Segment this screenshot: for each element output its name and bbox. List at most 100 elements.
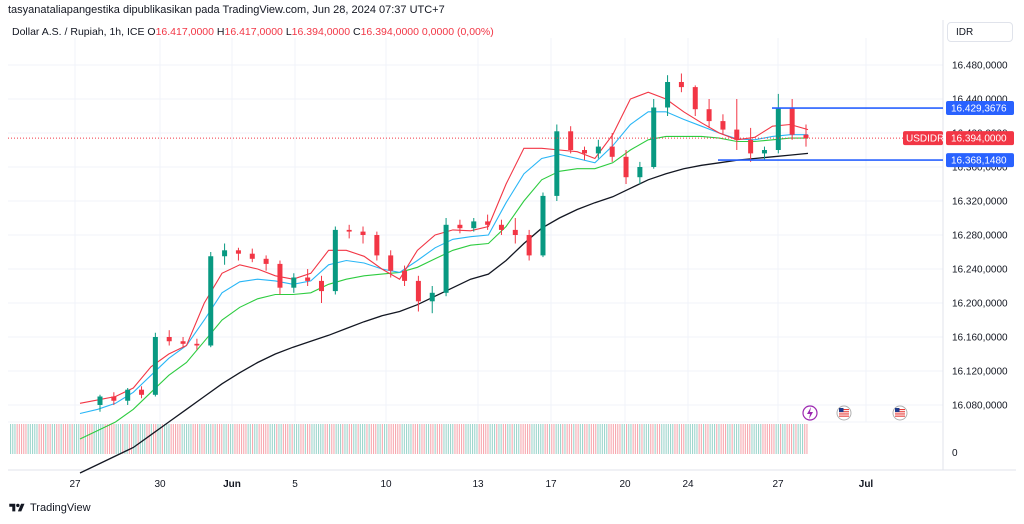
volume-bar (392, 424, 394, 454)
volume-bar (373, 424, 375, 454)
volume-bar (527, 424, 529, 454)
volume-bar (212, 424, 214, 454)
volume-bar (236, 424, 238, 454)
volume-bar (256, 424, 258, 454)
volume-bar (667, 424, 669, 454)
volume-bar (496, 424, 498, 454)
volume-bar (469, 424, 471, 454)
volume-bar (643, 424, 645, 454)
volume-bar (758, 424, 760, 454)
flash-glyph-icon (807, 407, 813, 419)
volume-bar (16, 424, 18, 454)
volume-bar (683, 424, 685, 454)
volume-bar (274, 424, 276, 454)
candle-body (609, 146, 615, 157)
volume-bar (276, 424, 278, 454)
volume-bar (98, 424, 100, 454)
candle-body (208, 256, 214, 346)
flag-stripe-icon (839, 413, 849, 415)
volume-bar (379, 424, 381, 454)
volume-bar (139, 424, 141, 454)
volume-bar (205, 424, 207, 454)
candle-body (332, 229, 338, 292)
volume-bar (714, 424, 716, 454)
volume-bar (621, 424, 623, 454)
volume-bar (170, 424, 172, 454)
volume-bar (751, 424, 753, 454)
volume-bar (221, 424, 223, 454)
volume-bar (27, 424, 29, 454)
volume-bar (307, 424, 309, 454)
close-value: 16.394,0000 (360, 26, 419, 38)
volume-bar (60, 424, 62, 454)
volume-bar (670, 424, 672, 454)
volume-bar (408, 424, 410, 454)
volume-bar (65, 424, 67, 454)
volume-bar (562, 424, 564, 454)
volume-bar (568, 424, 570, 454)
candle-body (152, 337, 158, 395)
volume-bar (241, 424, 243, 454)
volume-bar (326, 424, 328, 454)
ohlc-legend: Dollar A.S. / Rupiah, 1h, ICE O16.417,00… (12, 26, 494, 38)
volume-bar (252, 424, 254, 454)
volume-bar (650, 424, 652, 454)
volume-bar (366, 424, 368, 454)
volume-bar (678, 424, 680, 454)
volume-bar (93, 424, 95, 454)
x-tick-label: 13 (472, 479, 484, 490)
volume-bar (483, 424, 485, 454)
candle-body (789, 107, 795, 135)
candle-body (402, 270, 408, 281)
x-tick-label: Jun (223, 479, 241, 490)
volume-bar (412, 424, 414, 454)
volume-bar (298, 424, 300, 454)
volume-bar (150, 424, 152, 454)
volume-bar (546, 424, 548, 454)
volume-bar (584, 424, 586, 454)
volume-bar (597, 424, 599, 454)
candle-body (623, 156, 629, 178)
volume-bar (337, 424, 339, 454)
volume-bar (623, 424, 625, 454)
candle-body (360, 231, 366, 235)
candle-body (194, 343, 200, 346)
volume-bar (263, 424, 265, 454)
volume-bar (441, 424, 443, 454)
volume-bar (181, 424, 183, 454)
price-chart[interactable]: 16.480,000016.440,000016.400,000016.360,… (0, 0, 1024, 500)
volume-bar (513, 424, 515, 454)
volume-bar (454, 424, 456, 454)
volume-bar (698, 424, 700, 454)
x-tick-label: 20 (619, 479, 631, 490)
volume-bar (524, 424, 526, 454)
volume-bar (423, 424, 425, 454)
candle-body (595, 146, 601, 154)
volume-bar (489, 424, 491, 454)
volume-bar (436, 424, 438, 454)
currency-button[interactable]: IDR (947, 22, 1013, 42)
volume-bar (348, 424, 350, 454)
volume-bar (656, 424, 658, 454)
volume-bar (467, 424, 469, 454)
volume-bar (113, 424, 115, 454)
volume-bar (89, 424, 91, 454)
volume-bar (324, 424, 326, 454)
volume-bar (287, 424, 289, 454)
high-label: H (216, 26, 225, 38)
y-tick-label: 16.200,0000 (952, 299, 1008, 310)
volume-bar (188, 424, 190, 454)
volume-bar (700, 424, 702, 454)
volume-bar (744, 424, 746, 454)
volume-bar (579, 424, 581, 454)
volume-bar (197, 424, 199, 454)
volume-bar (696, 424, 698, 454)
candle-body (374, 235, 380, 256)
tradingview-brand[interactable]: TradingView (8, 502, 91, 514)
volume-bar (219, 424, 221, 454)
symbol-name[interactable]: Dollar A.S. / Rupiah, 1h, ICE (12, 26, 145, 38)
volume-bar (711, 424, 713, 454)
volume-bar (414, 424, 416, 454)
brand-label: TradingView (30, 502, 91, 514)
volume-bar (648, 424, 650, 454)
